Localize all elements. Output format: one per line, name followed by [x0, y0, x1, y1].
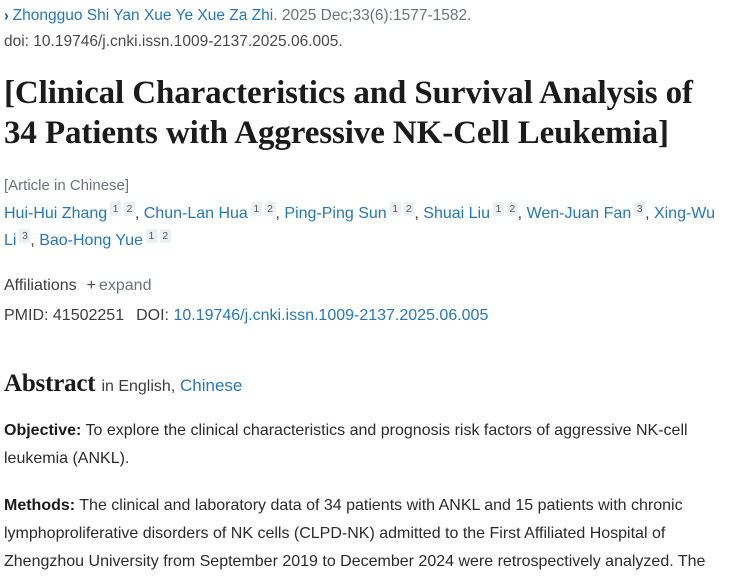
article-language-note: [Article in Chinese] — [4, 177, 130, 194]
pmid-value: 41502251 — [52, 307, 125, 324]
page-title: [Clinical Characteristics and Survival A… — [4, 75, 693, 151]
chevron-right-icon: › — [4, 5, 9, 25]
author-affiliation-marker[interactable]: 2 — [506, 201, 518, 216]
abstract-section-text: The clinical and laboratory data of 34 p… — [4, 497, 706, 570]
abstract-section: Methods: The clinical and laboratory dat… — [4, 492, 726, 576]
doi-text-line: doi: 10.19746/j.cnki.issn.1009-2137.2025… — [4, 33, 343, 50]
expand-label: expand — [98, 277, 152, 294]
author-link[interactable]: Bao-Hong Yue — [39, 232, 143, 249]
author-affiliation-marker[interactable]: 2 — [264, 201, 276, 216]
author-affiliation-marker[interactable]: 2 — [124, 201, 135, 216]
identifier-row: PMID: 41502251 DOI: 10.19746/j.cnki.issn.… — [4, 304, 734, 328]
pmid-label: PMID: — [4, 307, 49, 324]
author-separator: , — [134, 205, 144, 222]
abstract-section-label: Objective: — [4, 422, 82, 439]
author-affiliation-marker[interactable]: 1 — [492, 201, 504, 216]
author-link[interactable]: Chun-Lan Hua — [143, 205, 248, 222]
author-affiliation-marker[interactable]: 1 — [110, 201, 121, 216]
abstract-section: Objective: To explore the clinical chara… — [4, 417, 726, 473]
abstract-sections: Objective: To explore the clinical chara… — [4, 417, 734, 576]
affiliations-row: Affiliations + expand — [4, 274, 734, 298]
author-link[interactable]: Ping-Ping Sun — [284, 205, 387, 222]
author-separator: , — [275, 205, 285, 222]
expand-affiliations-button[interactable]: + expand — [87, 274, 152, 298]
author-affiliation-marker[interactable]: 1 — [250, 201, 262, 216]
author-separator: , — [645, 205, 654, 222]
author-link[interactable]: Wen-Juan Fan — [526, 205, 632, 222]
author-separator: , — [414, 205, 424, 222]
citation-line: › Zhongguo Shi Yan Xue Ye Xue Za Zhi. 202… — [4, 0, 734, 29]
affiliations-label: Affiliations — [4, 277, 77, 294]
author-affiliation-marker[interactable]: 2 — [159, 228, 171, 243]
author-affiliation-marker[interactable]: 2 — [403, 201, 415, 216]
author-affiliation-marker[interactable]: 3 — [634, 201, 646, 216]
citation-details: . 2025 Dec;33(6):1577-1582. — [273, 7, 472, 24]
abstract-chinese-link[interactable]: Chinese — [180, 376, 243, 395]
author-list: Hui-Hui Zhang 1 2, Chun-Lan Hua 1 2, Ping-Pi… — [4, 200, 734, 254]
author-affiliation-marker[interactable]: 1 — [389, 201, 401, 216]
doi-link[interactable]: 10.19746/j.cnki.issn.1009-2137.2025.06.0… — [173, 307, 489, 324]
author-link[interactable]: Shuai Liu — [423, 205, 490, 222]
abstract-section-text: To explore the clinical characteristics … — [4, 422, 688, 467]
abstract-language-text: in English, — [101, 378, 176, 395]
plus-icon: + — [86, 277, 96, 294]
author-link[interactable]: Hui-Hui Zhang — [4, 205, 108, 222]
journal-link[interactable]: Zhongguo Shi Yan Xue Ye Xue Za Zhi — [12, 7, 274, 24]
abstract-heading-row: Abstract in English, Chinese — [4, 370, 734, 399]
author-affiliation-marker[interactable]: 1 — [145, 228, 157, 243]
author-separator: , — [517, 205, 527, 222]
author-affiliation-marker[interactable]: 3 — [19, 228, 31, 243]
doi-label: DOI: — [136, 307, 169, 324]
abstract-heading: Abstract — [4, 370, 96, 397]
author-link[interactable]: Xing-Wu Li — [4, 205, 716, 249]
author-separator: , — [30, 232, 40, 249]
